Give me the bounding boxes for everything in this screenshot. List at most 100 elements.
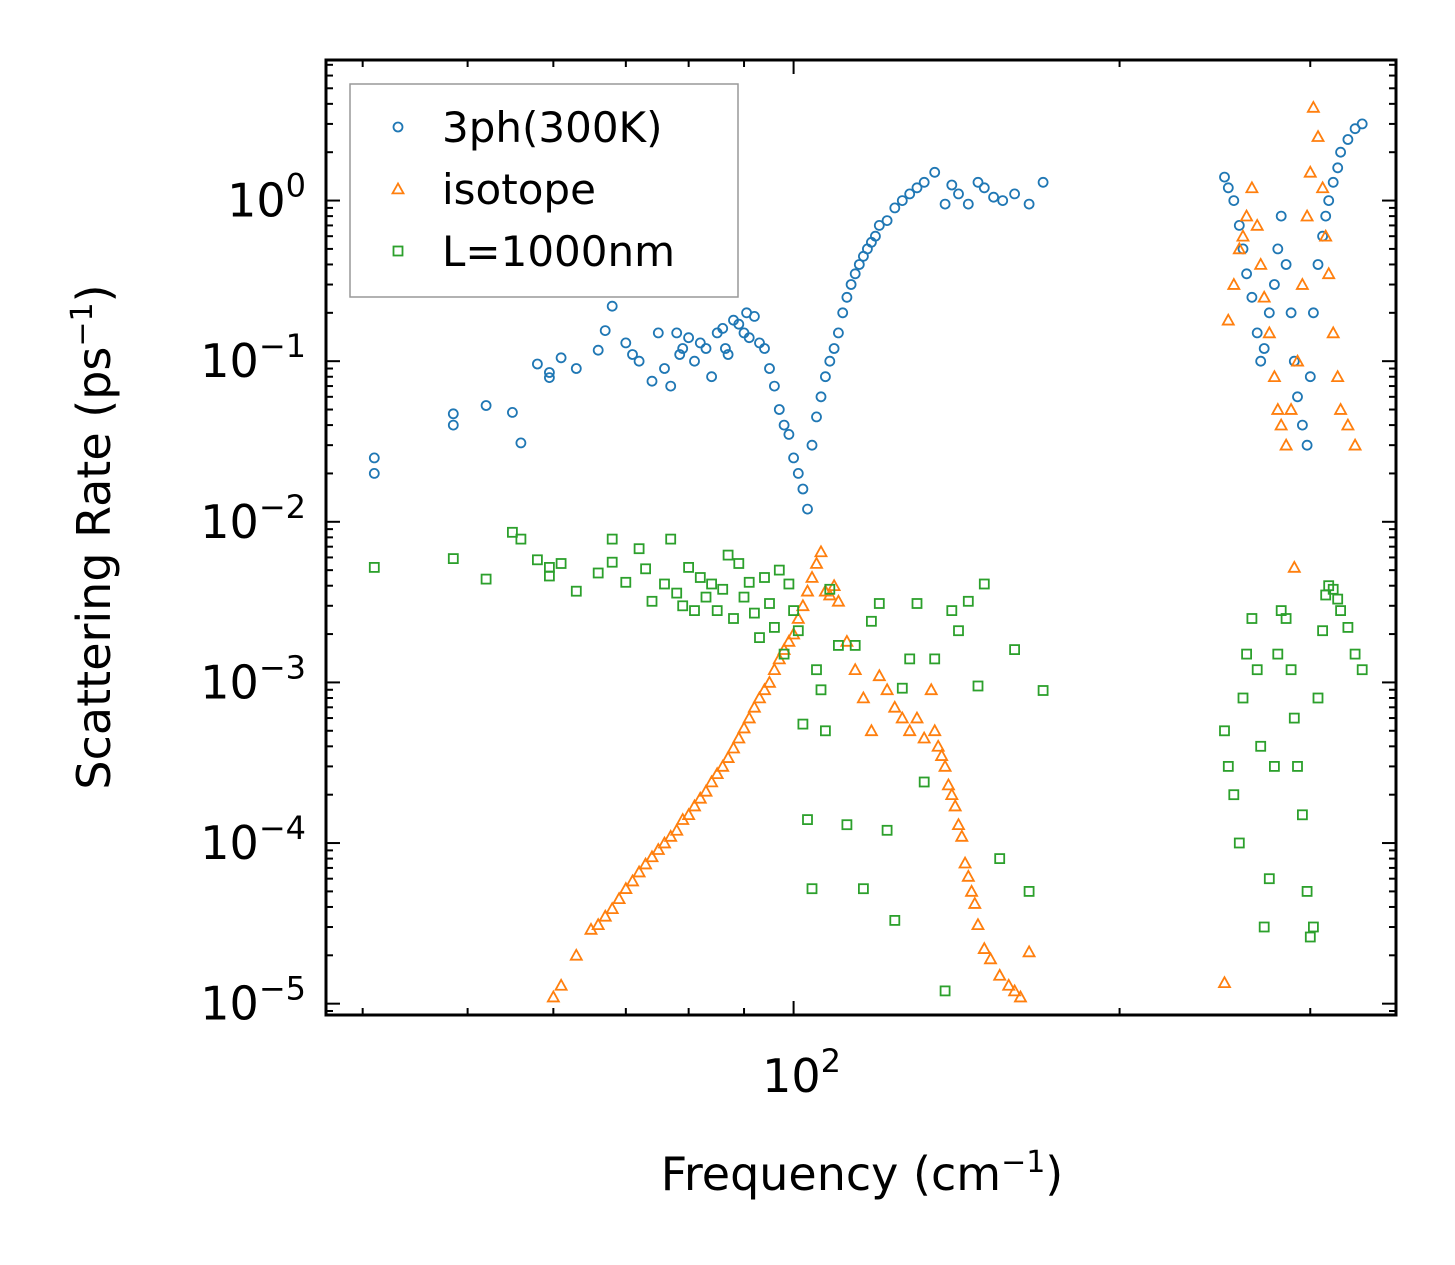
isotope-point-54 — [880, 682, 895, 696]
threeph-point-33 — [722, 349, 734, 360]
boundary-point-77 — [1237, 692, 1249, 704]
boundary-point-31 — [738, 591, 750, 603]
isotope-point-51 — [856, 690, 871, 704]
isotope-point-64 — [938, 759, 953, 772]
threeph-point-15 — [620, 337, 632, 349]
isotope-point-52 — [864, 723, 879, 737]
boundary-point-0 — [368, 562, 380, 573]
x-axis-title: Frequency (cm−1) — [661, 1145, 1064, 1201]
boundary-point-33 — [749, 607, 760, 619]
threeph-point-47 — [788, 452, 799, 464]
boundary-point-19 — [671, 587, 683, 599]
threeph-point-61 — [849, 268, 861, 280]
threeph-point-7 — [532, 358, 543, 370]
isotope-point-11 — [638, 856, 653, 870]
boundary-point-62 — [929, 653, 941, 665]
threeph-point-70 — [896, 195, 908, 207]
isotope-point-97 — [1284, 402, 1299, 415]
isotope-point-87 — [1239, 208, 1254, 222]
threeph-point-115 — [1342, 134, 1354, 145]
boundary-point-35 — [759, 572, 770, 583]
isotope-point-86 — [1235, 228, 1250, 242]
threeph-point-45 — [778, 419, 790, 431]
threeph-point-20 — [659, 363, 670, 374]
threeph-point-24 — [677, 343, 689, 354]
boundary-point-96 — [1317, 625, 1328, 637]
isotope-point-19 — [687, 798, 702, 812]
isotope-point-88 — [1244, 180, 1259, 194]
y-tick-label-0: 100 — [227, 167, 306, 228]
threeph-point-52 — [811, 411, 822, 423]
boundary-point-81 — [1255, 740, 1267, 752]
legend-marker-1 — [390, 181, 406, 195]
y-tick-label-2: 10−2 — [200, 488, 306, 549]
threeph-point-66 — [870, 230, 881, 242]
boundary-point-58 — [896, 682, 908, 694]
isotope-point-57 — [902, 723, 917, 737]
isotope-point-79 — [1007, 983, 1022, 997]
threeph-point-100 — [1280, 259, 1292, 270]
threeph-point-79 — [972, 176, 984, 188]
isotope-point-40 — [795, 598, 810, 612]
threeph-point-62 — [853, 259, 865, 270]
threeph-point-16 — [627, 349, 638, 360]
isotope-point-109 — [1330, 369, 1345, 383]
threeph-point-86 — [1219, 171, 1230, 183]
isotope-point-82 — [1217, 975, 1232, 989]
isotope-point-15 — [663, 829, 678, 842]
boundary-point-37 — [769, 622, 780, 633]
boundary-point-52 — [849, 640, 861, 651]
boundary-point-76 — [1233, 837, 1245, 849]
isotope-point-53 — [872, 668, 887, 682]
threeph-point-114 — [1335, 146, 1346, 158]
isotope-point-103 — [1306, 100, 1321, 113]
threeph-point-101 — [1285, 307, 1297, 319]
isotope-point-18 — [681, 807, 696, 821]
isotope-point-101 — [1300, 208, 1315, 222]
threeph-point-48 — [792, 467, 804, 479]
threeph-point-89 — [1233, 219, 1245, 231]
threeph-point-55 — [824, 355, 836, 367]
threeph-point-23 — [674, 349, 686, 360]
threeph-point-80 — [978, 182, 990, 194]
boundary-point-46 — [811, 664, 822, 676]
boundary-point-11 — [606, 533, 618, 545]
threeph-point-85 — [1037, 176, 1049, 188]
boundary-point-48 — [820, 725, 831, 737]
isotope-point-24 — [715, 759, 730, 772]
boundary-point-40 — [783, 578, 795, 590]
threeph-point-116 — [1349, 123, 1361, 135]
threeph-point-28 — [700, 343, 712, 354]
boundary-point-66 — [962, 595, 974, 607]
threeph-point-0 — [368, 452, 380, 464]
threeph-point-94 — [1255, 355, 1267, 367]
isotope-point-48 — [831, 593, 846, 607]
threeph-point-95 — [1258, 343, 1270, 354]
legend-marker-2 — [392, 245, 404, 257]
boundary-point-85 — [1272, 648, 1284, 660]
isotope-point-83 — [1221, 312, 1236, 326]
axis-ticks — [326, 60, 1396, 1015]
threeph-point-59 — [841, 291, 853, 303]
legend-marker-0 — [392, 121, 404, 133]
threeph-point-50 — [802, 503, 813, 515]
isotope-point-38 — [786, 626, 801, 640]
isotope-point-71 — [961, 869, 976, 882]
threeph-point-3 — [447, 419, 459, 431]
boundary-point-54 — [866, 615, 877, 627]
threeph-point-113 — [1332, 162, 1344, 174]
isotope-point-39 — [791, 611, 806, 624]
boundary-point-7 — [544, 570, 555, 582]
threeph-point-98 — [1272, 243, 1284, 255]
isotope-point-65 — [941, 777, 956, 791]
isotope-point-68 — [951, 817, 966, 831]
y-tick-label-4: 10−4 — [200, 809, 306, 870]
isotope-point-74 — [970, 917, 985, 931]
threeph-point-93 — [1251, 327, 1263, 339]
isotope-point-69 — [954, 829, 969, 842]
boundary-point-42 — [792, 625, 804, 637]
isotope-point-12 — [644, 849, 660, 863]
isotope-point-84 — [1226, 277, 1241, 290]
boundary-point-101 — [1335, 605, 1346, 616]
